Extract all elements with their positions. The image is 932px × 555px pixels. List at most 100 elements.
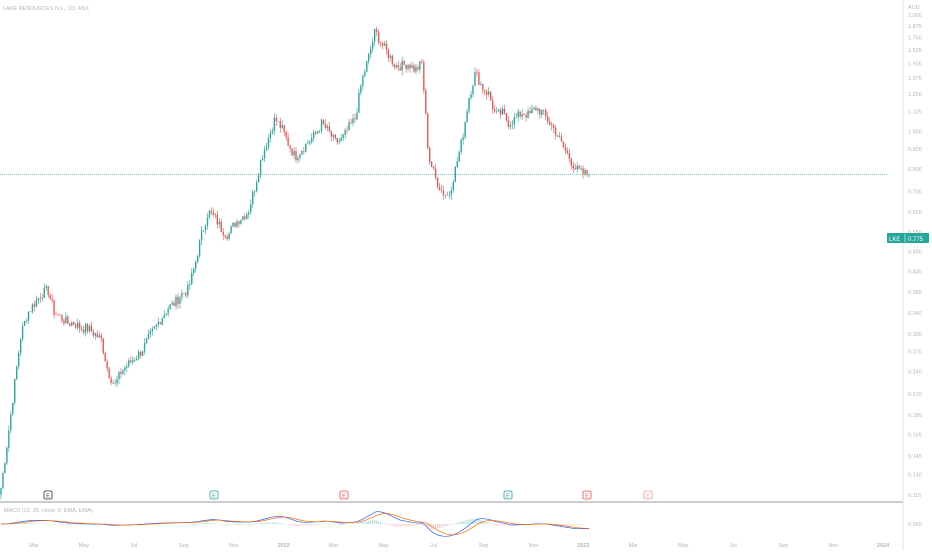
candle <box>101 333 102 342</box>
earnings-marker[interactable]: E <box>210 491 218 500</box>
candle <box>309 140 310 145</box>
last-price-label: LKE 0.775 <box>887 233 929 243</box>
candle <box>42 294 43 301</box>
candle <box>492 96 493 114</box>
candle <box>325 119 326 130</box>
candle <box>344 128 345 139</box>
candle <box>215 213 216 219</box>
candle <box>523 114 524 116</box>
candle <box>242 216 243 221</box>
candle <box>460 138 461 154</box>
candle <box>134 357 135 362</box>
candle <box>270 129 271 143</box>
candle <box>209 210 210 220</box>
candle <box>256 180 257 193</box>
candle <box>484 90 485 96</box>
candle <box>358 89 359 113</box>
candle <box>248 209 249 218</box>
candle <box>380 41 381 47</box>
candle <box>40 293 41 303</box>
candle <box>557 135 558 137</box>
y-tick-label: 1.500 <box>908 61 922 67</box>
candle <box>10 411 11 433</box>
candle <box>30 311 31 312</box>
x-tick-label: Mar <box>29 543 39 549</box>
earnings-marker[interactable]: E <box>504 491 512 500</box>
candle <box>553 123 554 133</box>
candle <box>413 64 414 73</box>
candle <box>252 190 253 208</box>
candle <box>490 91 491 100</box>
earnings-marker[interactable]: E <box>583 491 591 500</box>
candle <box>494 105 495 113</box>
candle <box>126 363 127 372</box>
candle <box>283 125 284 136</box>
earnings-marker[interactable]: E <box>644 491 652 500</box>
macd-label: MACD (12, 26, close, 9, EMA, EMA) <box>4 508 93 514</box>
candle <box>91 322 92 333</box>
candle <box>20 338 21 356</box>
price-axis: 2.0001.8751.7501.6251.5001.3751.2501.125… <box>908 13 922 499</box>
candle <box>462 133 463 145</box>
candle <box>61 314 62 323</box>
candle <box>398 61 399 72</box>
candle <box>223 228 224 240</box>
candle <box>337 137 338 145</box>
earnings-marker[interactable]: E <box>44 491 52 500</box>
earnings-marker[interactable]: E <box>340 491 348 500</box>
candle <box>59 313 60 315</box>
candle <box>451 187 452 200</box>
candle <box>177 293 178 308</box>
candle <box>577 162 578 173</box>
candle <box>14 378 15 405</box>
candle <box>250 200 251 215</box>
candle <box>79 320 80 333</box>
candle <box>205 224 206 234</box>
candle <box>429 146 430 165</box>
candle <box>67 315 68 324</box>
candle <box>272 128 273 135</box>
candle <box>287 133 288 146</box>
candle <box>97 330 98 338</box>
x-tick-label: May <box>678 543 689 549</box>
y-tick-label: 0.700 <box>908 189 922 195</box>
candle <box>470 91 471 101</box>
candle <box>307 140 308 144</box>
candle <box>427 112 428 149</box>
candle <box>401 57 402 76</box>
x-tick-label: Nov <box>828 543 838 549</box>
candle <box>120 368 121 379</box>
candle <box>122 369 123 375</box>
x-tick-label: Mar <box>329 543 339 549</box>
y-tick-label: 0.435 <box>908 269 922 275</box>
y-tick-label: 1.625 <box>908 48 922 54</box>
macd-axis-value: 0.050 <box>908 522 922 528</box>
y-tick-label: 0.165 <box>908 432 922 438</box>
candle <box>423 60 424 94</box>
candle <box>329 122 330 132</box>
candle <box>573 162 574 173</box>
candle <box>28 312 29 324</box>
candle <box>18 350 19 369</box>
y-tick-label: 0.210 <box>908 392 922 398</box>
x-tick-label: Nov <box>529 543 539 549</box>
candle <box>317 131 318 135</box>
x-tick-label: Sep <box>778 543 788 549</box>
candle <box>195 260 196 272</box>
candle <box>445 194 446 198</box>
candle <box>543 109 544 115</box>
candle <box>93 329 94 338</box>
candle <box>504 105 505 115</box>
candle <box>301 150 302 155</box>
candle <box>360 84 361 96</box>
candle <box>83 326 84 335</box>
candle <box>476 69 477 77</box>
candle <box>238 221 239 228</box>
candle <box>549 118 550 126</box>
candle <box>327 124 328 131</box>
candle <box>46 285 47 291</box>
x-tick-label: Mar <box>629 543 639 549</box>
